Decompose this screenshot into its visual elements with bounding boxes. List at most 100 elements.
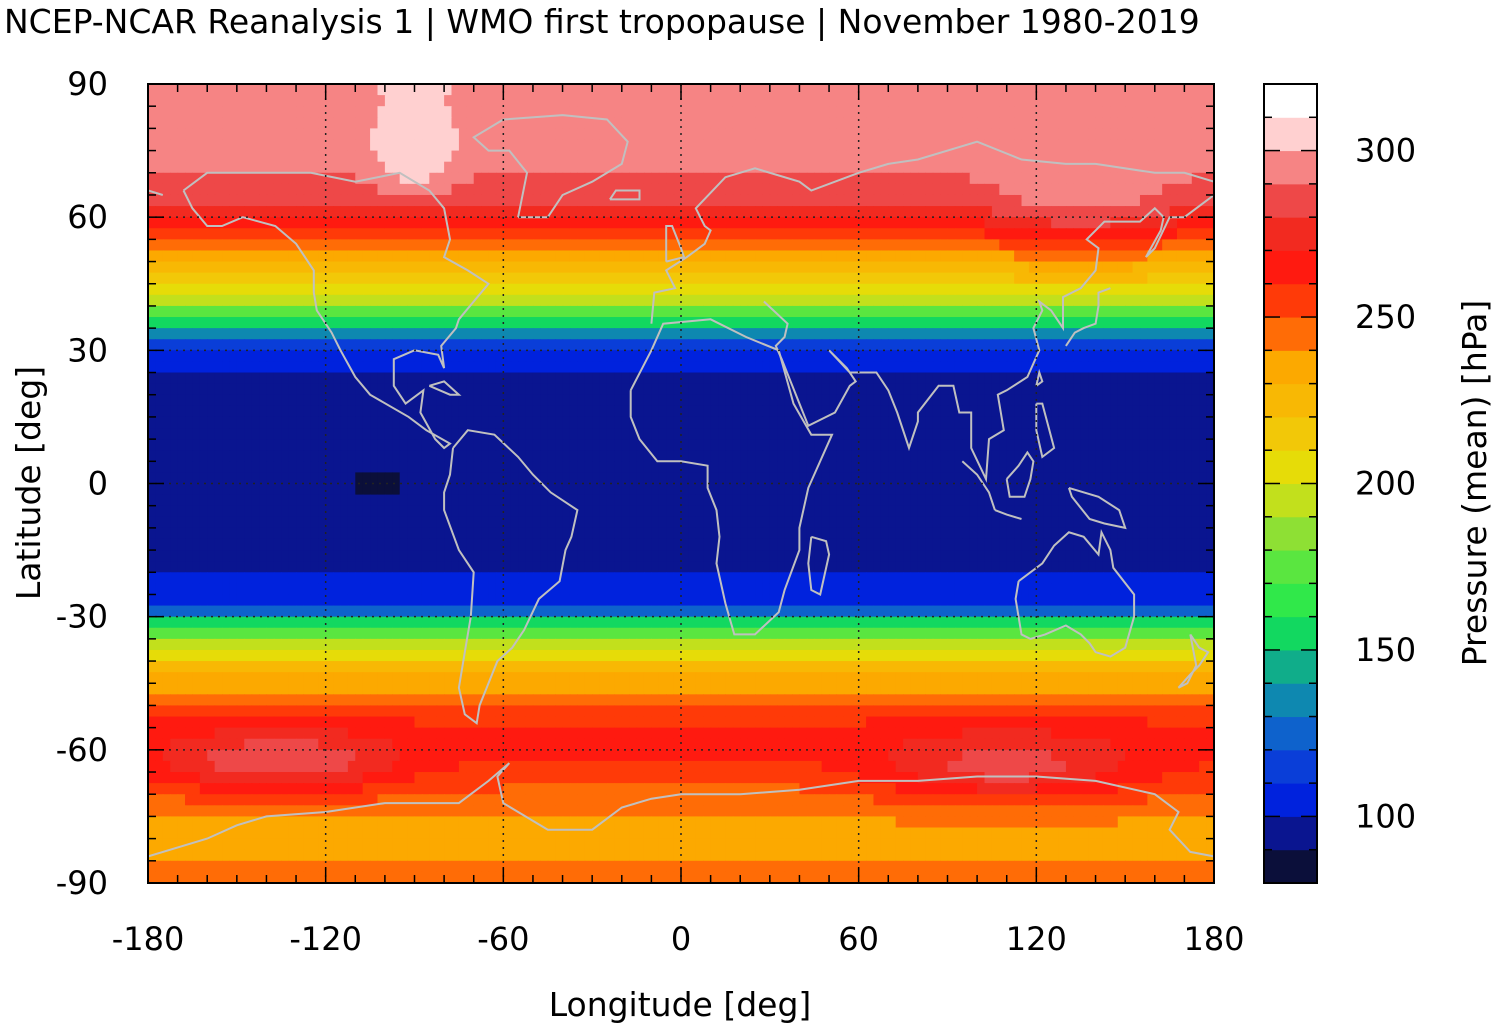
heatmap-cell xyxy=(1191,183,1200,196)
heatmap-cell xyxy=(1162,261,1171,274)
heatmap-cell xyxy=(214,383,223,396)
heatmap-cell xyxy=(1132,439,1141,451)
heatmap-cell xyxy=(584,294,593,307)
heatmap-cell xyxy=(1014,128,1023,141)
heatmap-cell xyxy=(1184,283,1193,296)
heatmap-cell xyxy=(303,261,312,274)
heatmap-cell xyxy=(910,405,919,418)
heatmap-cell xyxy=(866,106,875,118)
heatmap-cell xyxy=(836,117,845,129)
heatmap-cell xyxy=(199,272,208,285)
heatmap-cell xyxy=(755,139,764,152)
heatmap-cell xyxy=(192,294,201,307)
heatmap-cell xyxy=(1206,239,1214,252)
heatmap-cell xyxy=(592,428,601,440)
heatmap-cell xyxy=(1162,350,1171,363)
heatmap-cell xyxy=(836,305,845,318)
heatmap-cell xyxy=(1043,128,1052,141)
heatmap-cell xyxy=(636,283,645,296)
heatmap-cell xyxy=(170,194,179,207)
heatmap-cell xyxy=(229,283,238,296)
heatmap-cell xyxy=(792,428,801,440)
heatmap-cell xyxy=(1021,95,1030,107)
heatmap-cell xyxy=(718,272,727,285)
heatmap-cell xyxy=(251,172,260,185)
heatmap-cell xyxy=(710,106,719,118)
heatmap-cell xyxy=(799,394,808,407)
heatmap-cell xyxy=(170,383,179,396)
heatmap-cell xyxy=(170,461,179,474)
heatmap-cell xyxy=(836,294,845,307)
heatmap-cell xyxy=(732,339,741,351)
heatmap-cell xyxy=(814,139,823,152)
heatmap-cell xyxy=(162,305,171,318)
heatmap-cell xyxy=(547,106,556,118)
heatmap-cell xyxy=(1043,283,1052,296)
heatmap-cell xyxy=(858,428,867,440)
heatmap-cell xyxy=(177,106,186,118)
heatmap-cell xyxy=(170,450,179,462)
heatmap-cell xyxy=(303,416,312,429)
heatmap-cell xyxy=(1117,317,1126,329)
heatmap-cell xyxy=(584,416,593,429)
heatmap-cell xyxy=(903,84,912,96)
heatmap-cell xyxy=(1058,172,1067,185)
heatmap-cell xyxy=(769,172,778,185)
heatmap-cell xyxy=(895,317,904,329)
heatmap-cell xyxy=(947,283,956,296)
heatmap-cell xyxy=(584,84,593,96)
heatmap-cell xyxy=(1206,117,1214,129)
heatmap-cell xyxy=(1006,317,1015,329)
heatmap-cell xyxy=(1028,183,1037,196)
heatmap-cell xyxy=(910,339,919,351)
heatmap-cell xyxy=(1073,228,1082,240)
heatmap-cell xyxy=(532,217,541,229)
heatmap-cell xyxy=(888,128,897,141)
heatmap-cell xyxy=(1073,416,1082,429)
heatmap-cell xyxy=(1080,228,1089,240)
heatmap-cell xyxy=(340,183,349,196)
heatmap-cell xyxy=(836,128,845,141)
heatmap-cell xyxy=(732,461,741,474)
heatmap-cell xyxy=(1058,372,1067,385)
heatmap-cell xyxy=(769,461,778,474)
heatmap-cell xyxy=(170,172,179,185)
heatmap-cell xyxy=(429,461,438,474)
heatmap-cell xyxy=(325,372,334,385)
heatmap-cell xyxy=(977,172,986,185)
heatmap-cell xyxy=(466,305,475,318)
heatmap-cell xyxy=(192,261,201,274)
heatmap-cell xyxy=(710,283,719,296)
heatmap-cell xyxy=(207,172,216,185)
heatmap-cell xyxy=(170,317,179,329)
heatmap-cell xyxy=(318,261,327,274)
heatmap-cell xyxy=(1169,305,1178,318)
heatmap-cell xyxy=(932,84,941,96)
heatmap-cell xyxy=(940,161,949,174)
heatmap-cell xyxy=(1176,183,1185,196)
heatmap-cell xyxy=(910,416,919,429)
heatmap-cell xyxy=(962,128,971,141)
heatmap-cell xyxy=(444,117,453,129)
heatmap-cell xyxy=(555,183,564,196)
heatmap-cell xyxy=(377,428,386,440)
heatmap-cell xyxy=(518,394,527,407)
heatmap-cell xyxy=(325,128,334,141)
heatmap-cell xyxy=(377,383,386,396)
heatmap-cell xyxy=(310,183,319,196)
heatmap-cell xyxy=(984,128,993,141)
heatmap-cell xyxy=(606,206,615,218)
heatmap-cell xyxy=(429,117,438,129)
heatmap-cell xyxy=(695,117,704,129)
heatmap-cell xyxy=(296,283,305,296)
heatmap-cell xyxy=(562,183,571,196)
heatmap-cell xyxy=(155,106,164,118)
heatmap-cell xyxy=(688,283,697,296)
heatmap-cell xyxy=(525,416,534,429)
heatmap-cell xyxy=(725,95,734,107)
heatmap-cell xyxy=(836,283,845,296)
heatmap-cell xyxy=(784,84,793,96)
heatmap-cell xyxy=(399,139,408,152)
heatmap-cell xyxy=(599,328,608,340)
heatmap-cell xyxy=(599,361,608,374)
